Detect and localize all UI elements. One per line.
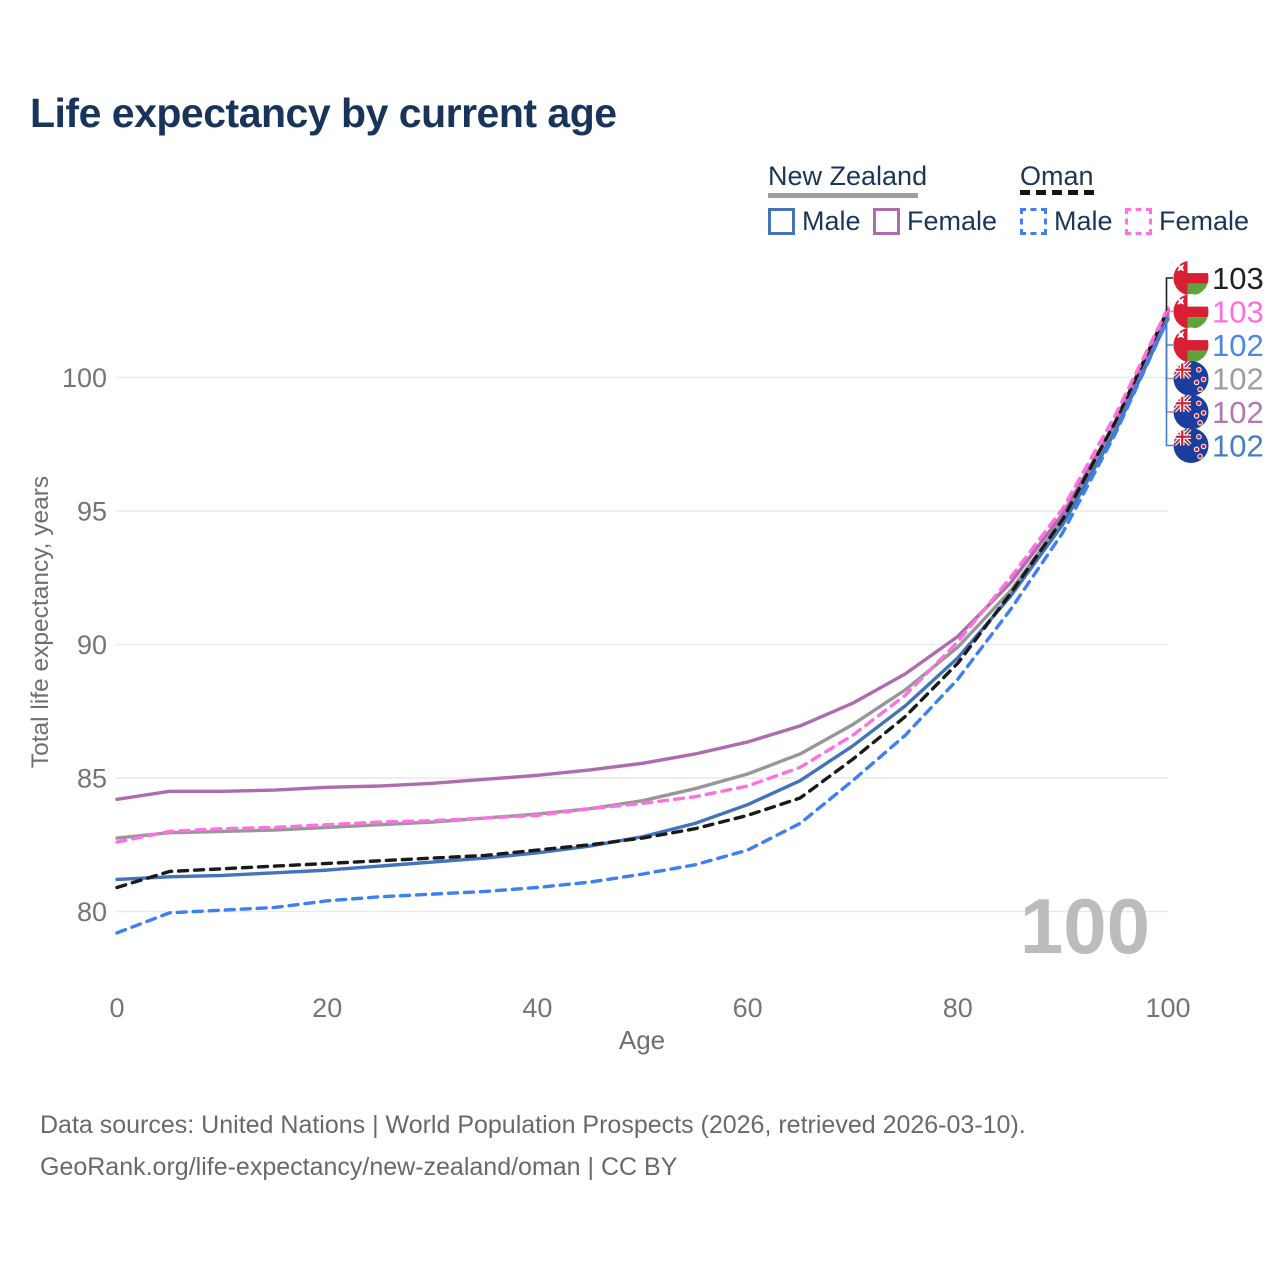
series-line-nz-male[interactable] (115, 317, 1170, 882)
attribution-link[interactable]: GeoRank.org/life-expectancy/new-zealand/… (40, 1153, 678, 1181)
end-label-connector-nz-female (1165, 316, 1173, 413)
new-zealand-flag-icon (1173, 394, 1209, 430)
legend-item-label: Male (802, 206, 861, 236)
legend-item-nz-female[interactable]: Female (873, 206, 997, 237)
legend-item-oman-female[interactable]: Female (1125, 206, 1249, 237)
x-tick-60: 60 (733, 993, 763, 1023)
y-tick-90: 90 (77, 630, 107, 660)
series-line-oman-male[interactable] (115, 317, 1170, 935)
gridlines-and-ticks: 80 85 90 95 100 0 20 40 60 80 100 (62, 363, 1191, 1023)
y-tick-100: 100 (62, 363, 107, 393)
y-tick-85: 85 (77, 764, 107, 794)
oman-male-swatch-icon (1020, 208, 1047, 235)
end-label-connector-nz-total (1165, 316, 1173, 380)
x-tick-100: 100 (1145, 993, 1190, 1023)
end-value-oman-female: 103 (1212, 295, 1264, 330)
legend-item-oman-male[interactable]: Male (1020, 206, 1113, 237)
legend-item-label: Male (1054, 206, 1113, 236)
y-axis-title: Total life expectancy, years (27, 476, 54, 768)
nz-female-swatch-icon (873, 208, 900, 235)
end-value-oman-male: 102 (1212, 328, 1264, 363)
series-line-nz-total[interactable] (115, 314, 1170, 840)
age-counter-watermark: 100 (1020, 882, 1150, 970)
end-label-connector-oman-total (1165, 277, 1173, 316)
legend-item-nz-male[interactable]: Male (768, 206, 861, 237)
series-line-nz-female[interactable] (115, 311, 1170, 802)
x-tick-0: 0 (109, 993, 124, 1023)
oman-female-swatch-icon (1125, 208, 1152, 235)
end-label-connector-oman-female (1165, 310, 1173, 316)
x-axis-title: Age (619, 1025, 665, 1055)
x-tick-20: 20 (312, 993, 342, 1023)
y-tick-80: 80 (77, 897, 107, 927)
end-value-nz-total: 102 (1212, 362, 1264, 397)
oman-flag-icon (1173, 260, 1209, 296)
series-line-oman-female[interactable] (115, 306, 1170, 844)
legend-underline-new-zealand (768, 193, 918, 198)
data-sources-text: Data sources: United Nations | World Pop… (40, 1111, 1026, 1139)
legend-item-label: Female (907, 206, 998, 236)
x-tick-40: 40 (522, 993, 552, 1023)
nz-male-swatch-icon (768, 208, 795, 235)
end-label-connector-nz-male (1165, 316, 1173, 447)
new-zealand-flag-icon (1173, 361, 1209, 396)
life-expectancy-chart: 80 85 90 95 100 0 20 40 60 80 100 Total life expec… (27, 260, 1264, 1055)
oman-flag-icon (1173, 327, 1209, 363)
footer: Data sources: United Nations | World Pop… (40, 1104, 1026, 1188)
new-zealand-flag-icon (1173, 428, 1209, 463)
oman-flag-icon (1173, 294, 1209, 329)
y-tick-95: 95 (77, 497, 107, 527)
end-value-oman-total: 103 (1212, 261, 1264, 296)
page-title: Life expectancy by current age (30, 90, 617, 136)
end-value-nz-female: 102 (1212, 395, 1264, 430)
end-value-nz-male: 102 (1212, 429, 1264, 464)
legend-group-oman[interactable]: Oman (1020, 161, 1094, 191)
series-line-oman-total[interactable] (115, 307, 1170, 890)
legend-underline-oman (1020, 190, 1094, 195)
legend-group-new-zealand[interactable]: New Zealand (768, 161, 928, 191)
x-tick-80: 80 (943, 993, 973, 1023)
legend-item-label: Female (1159, 206, 1250, 236)
series-lines (115, 306, 1170, 935)
